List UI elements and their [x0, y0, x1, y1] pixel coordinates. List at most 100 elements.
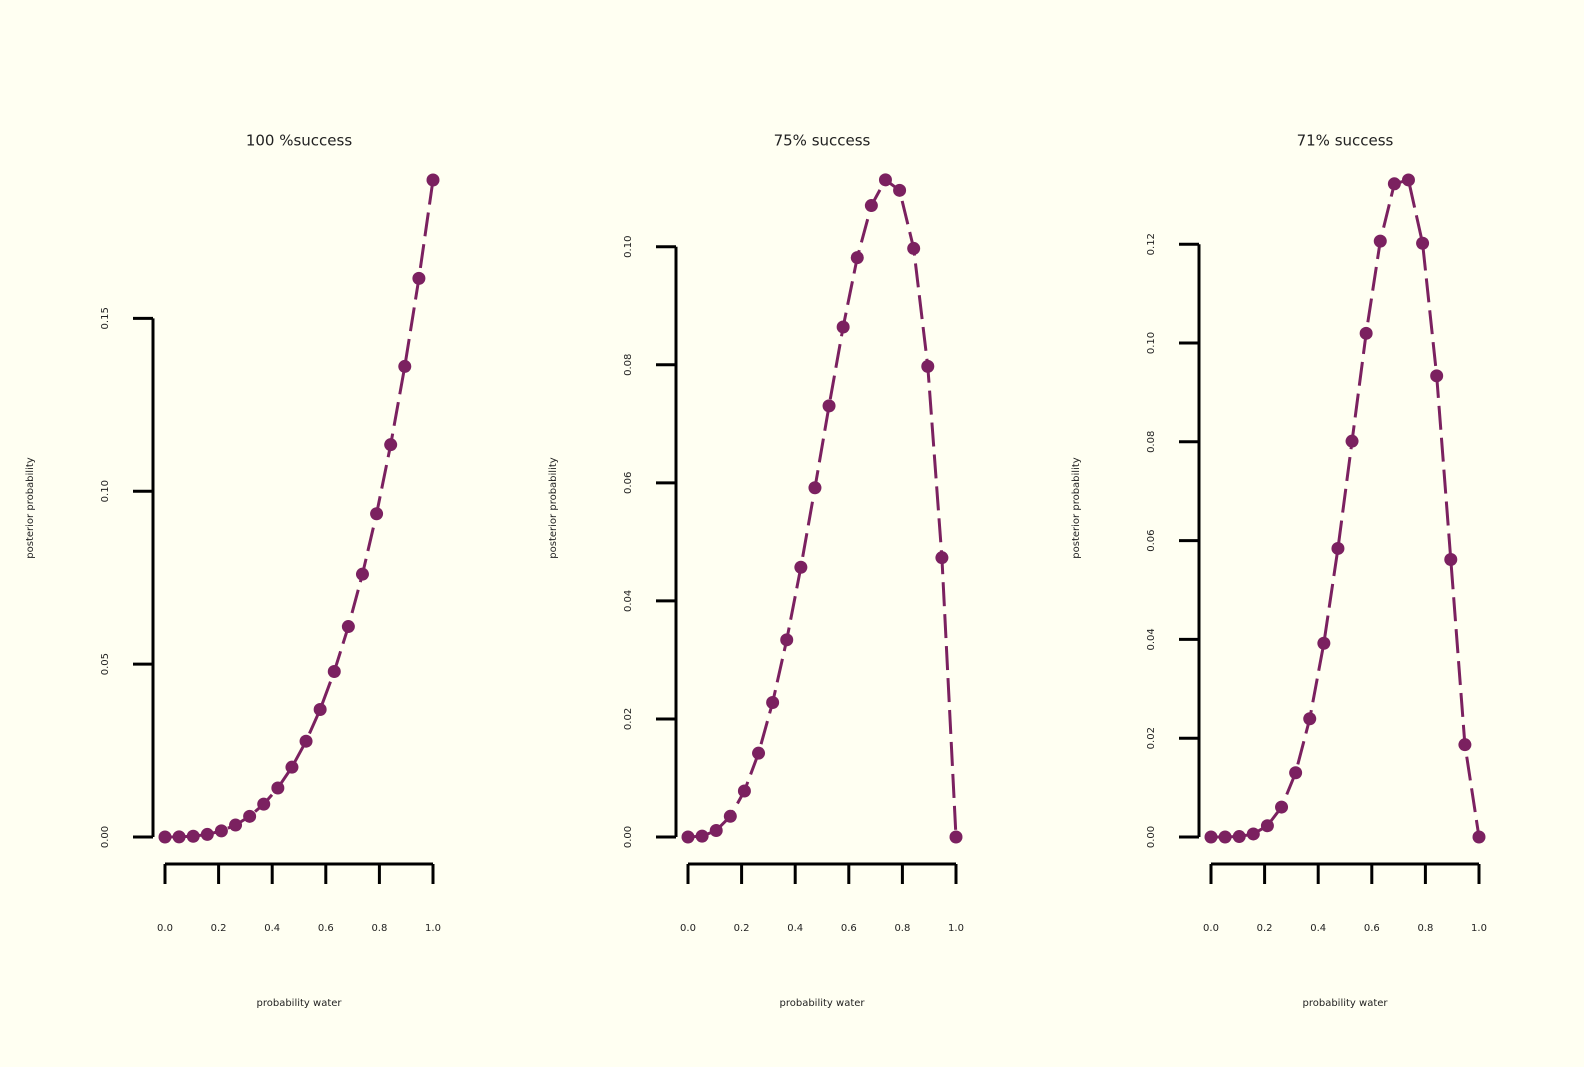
data-point: [1430, 369, 1444, 383]
y-tick-label: 0.06: [1146, 529, 1157, 551]
x-tick-label: 0.4: [787, 923, 803, 934]
data-point: [243, 809, 257, 823]
data-line: [687, 177, 958, 839]
x-axis-label: probability water: [256, 998, 342, 1009]
x-tick-label: 0.2: [734, 923, 750, 934]
chart-title: 75% success: [774, 132, 871, 150]
y-tick-label: 0.02: [623, 708, 634, 730]
data-point: [412, 271, 426, 285]
x-tick-label: 0.8: [1417, 923, 1433, 934]
x-tick-label: 0.8: [371, 923, 387, 934]
y-tick-label: 0.10: [623, 236, 634, 258]
data-point: [893, 183, 907, 197]
data-point: [1345, 434, 1359, 448]
data-point: [1260, 819, 1274, 833]
y-tick-label: 0.08: [1146, 431, 1157, 453]
x-tick-label: 0.4: [1310, 923, 1326, 934]
x-tick-label: 0.6: [841, 923, 857, 934]
chart-title: 71% success: [1297, 132, 1394, 150]
data-point: [355, 567, 369, 581]
data-point: [313, 703, 327, 717]
data-point: [398, 359, 412, 373]
data-line: [164, 179, 435, 839]
x-tick-label: 1.0: [425, 923, 441, 934]
x-tick-label: 0.2: [1257, 923, 1273, 934]
x-tick-label: 1.0: [1471, 923, 1487, 934]
y-tick-label: 0.04: [623, 590, 634, 612]
data-point: [794, 560, 808, 574]
data-point: [1303, 712, 1317, 726]
data-point: [1317, 636, 1331, 650]
data-point: [907, 241, 921, 255]
x-tick-label: 0.0: [157, 923, 173, 934]
data-point: [1416, 236, 1430, 250]
y-tick-label: 0.12: [1146, 233, 1157, 255]
x-tick-label: 0.0: [1203, 923, 1219, 934]
data-line: [1210, 178, 1481, 839]
y-tick-label: 0.10: [1146, 332, 1157, 354]
x-tick-label: 0.4: [264, 923, 280, 934]
y-tick-label: 0.10: [100, 480, 111, 502]
data-point: [1472, 830, 1486, 844]
data-point: [327, 664, 341, 678]
panel: 75% success probability water posterior pr…: [548, 132, 964, 1010]
data-point: [200, 827, 214, 841]
x-tick-label: 0.2: [211, 923, 227, 934]
y-axis-label: posterior probability: [1071, 457, 1082, 558]
data-point: [1458, 738, 1472, 752]
data-point: [341, 620, 355, 634]
x-axis-label: probability water: [779, 998, 865, 1009]
data-point: [1331, 541, 1345, 555]
data-point: [723, 809, 737, 823]
data-point: [1232, 830, 1246, 844]
x-axis-label: probability water: [1302, 998, 1388, 1009]
data-point: [1359, 326, 1373, 340]
y-tick-label: 0.00: [623, 826, 634, 848]
y-axis-label: posterior probability: [548, 457, 559, 558]
data-point: [836, 320, 850, 334]
x-tick-label: 0.6: [1364, 923, 1380, 934]
data-point: [384, 438, 398, 452]
data-point: [370, 507, 384, 521]
y-tick-label: 0.00: [100, 826, 111, 848]
data-point: [229, 818, 243, 832]
x-tick-label: 0.0: [680, 923, 696, 934]
data-point: [1373, 234, 1387, 248]
data-point: [1387, 177, 1401, 191]
data-point: [186, 829, 200, 843]
data-point: [172, 830, 186, 844]
data-point: [808, 481, 822, 495]
data-point: [1444, 552, 1458, 566]
y-tick-label: 0.05: [100, 653, 111, 675]
data-point: [949, 830, 963, 844]
data-point: [1204, 830, 1218, 844]
data-point: [878, 173, 892, 187]
data-point: [850, 251, 864, 265]
y-tick-label: 0.04: [1146, 628, 1157, 650]
data-point: [214, 824, 228, 838]
data-point: [695, 829, 709, 843]
panel: 71% success probability water posterior pr…: [1071, 132, 1487, 1010]
data-point: [752, 746, 766, 760]
data-point: [864, 199, 878, 213]
y-tick-label: 0.08: [623, 354, 634, 376]
x-tick-label: 0.8: [894, 923, 910, 934]
y-tick-label: 0.06: [623, 472, 634, 494]
data-point: [737, 784, 751, 798]
data-point: [822, 399, 836, 413]
y-axis-label: posterior probability: [25, 457, 36, 558]
data-point: [1289, 766, 1303, 780]
data-point: [271, 781, 285, 795]
x-tick-label: 0.6: [318, 923, 334, 934]
data-point: [935, 551, 949, 565]
data-point: [780, 633, 794, 647]
data-point: [426, 173, 440, 187]
data-point: [1275, 800, 1289, 814]
data-point: [1401, 173, 1415, 187]
panel: 100 %success probability water posterior p…: [25, 132, 441, 1010]
x-tick-label: 1.0: [948, 923, 964, 934]
data-point: [299, 734, 313, 748]
data-point: [766, 695, 780, 709]
